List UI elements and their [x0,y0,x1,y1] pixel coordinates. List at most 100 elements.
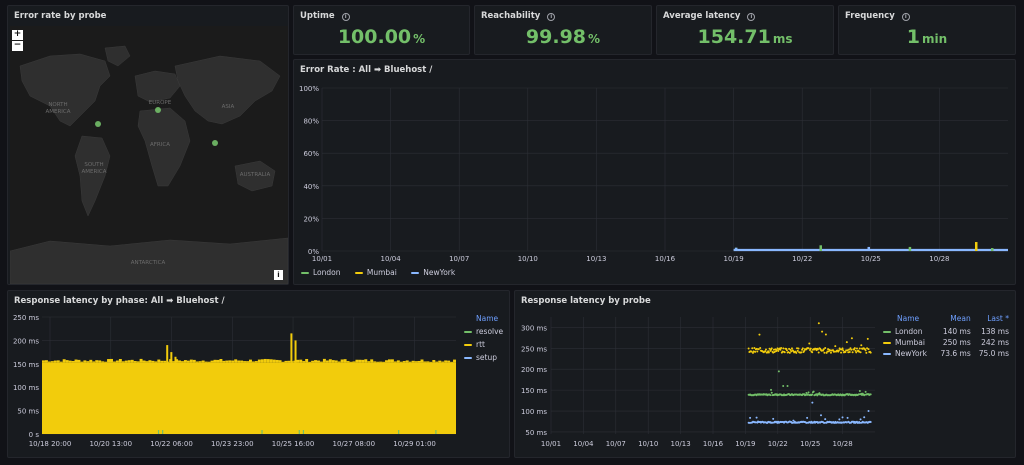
legend-header-name[interactable]: Name [476,314,499,323]
world-map[interactable]: NORTHAMERICAEUROPEASIAAFRICASOUTHAMERICA… [10,26,288,284]
point-mumbai [770,347,773,350]
bar-rtt [53,360,57,363]
point-mumbai [782,347,785,350]
x-tick-label: 10/18 20:00 [29,440,72,448]
point-newyork [791,421,794,424]
x-tick-label: 10/20 13:00 [89,440,132,448]
bar-rtt [112,361,116,363]
bar-london [990,248,994,251]
point-mumbai [844,350,847,353]
bar-rtt [376,361,380,363]
bar-rtt [136,361,140,363]
bar-rtt [364,359,368,363]
point-mumbai [850,337,853,340]
point-newyork [771,421,774,424]
y-tick-label: 80% [303,118,319,126]
bar-rtt [222,360,226,363]
legend-item-london[interactable]: London [301,268,341,277]
legend-col-name[interactable]: Name [897,314,920,323]
point-mumbai [777,349,780,352]
point-london [805,391,808,394]
legend-item-newyork[interactable]: NewYork [411,268,455,277]
point-mumbai [767,351,770,354]
point-mumbai [860,344,863,347]
map-label-antarctica: ANTARCTICA [131,260,166,266]
latency-probe-chart[interactable]: 50 ms 100 ms 150 ms 200 ms 250 ms 300 ms 10/01… [515,309,879,457]
map-label-south-america: SOUTH [84,162,103,168]
map-labels: NORTHAMERICAEUROPEASIAAFRICASOUTHAMERICA… [45,100,270,266]
legend-item-resolve[interactable]: resolve [464,327,510,340]
bar-rtt [408,361,412,363]
bar-rtt [74,359,78,363]
map-label-north-america: NORTH [48,102,67,108]
point-mumbai [839,348,842,351]
point-mumbai [759,346,762,349]
bar-rtt [231,360,235,363]
bar-rtt [198,361,202,363]
x-tick-label: 10/10 [638,440,658,448]
y-tick-label: 200 ms [521,366,547,374]
x-tick-label: 10/04 [381,255,402,262]
x-tick-label: 10/10 [518,255,538,262]
y-tick-label: 50 ms [17,408,39,416]
bar-rtt [145,361,149,363]
legend-row-london[interactable]: London 140 ms 138 ms [881,326,1011,337]
bar-rtt [195,361,199,363]
point-mumbai [858,347,861,350]
point-newyork [867,410,870,413]
point-newyork [869,421,872,424]
bar-rtt [237,360,241,363]
bar-rtt [385,360,388,363]
point-mumbai [821,330,824,333]
point-london [864,390,867,393]
x-tick-label: 10/29 01:00 [393,440,436,448]
legend-item-setup[interactable]: setup [464,353,510,366]
point-mumbai [826,350,829,353]
bar-rtt [207,361,211,363]
legend-item-rtt[interactable]: rtt [464,340,510,353]
point-mumbai [842,349,845,352]
legend-col-mean[interactable]: Mean [950,314,971,323]
x-tick-label: 10/22 [792,255,812,262]
zoom-out-button[interactable]: − [12,40,23,51]
stat-title-uptime: Uptime [300,11,335,21]
bar-resolve [261,430,263,434]
point-mumbai [796,349,799,352]
point-mumbai [864,349,867,352]
legend-row-newyork[interactable]: NewYork 73.6 ms 75.0 ms [881,348,1011,359]
point-mumbai [866,337,869,340]
map-info-button[interactable]: i [274,270,283,280]
zoom-in-button[interactable]: + [12,29,23,40]
info-icon[interactable]: i [747,13,756,21]
point-newyork [846,416,849,419]
point-mumbai [795,351,798,354]
antarctica-shape [10,237,288,284]
bar-rtt [275,359,279,363]
point-london [782,384,785,387]
bar-rtt [178,360,181,363]
point-mumbai [824,333,827,336]
bar-resolve [298,430,300,434]
info-icon[interactable]: i [901,13,910,21]
point-london [769,394,772,397]
info-icon[interactable]: i [341,13,350,21]
latency-phase-chart[interactable]: 0 s 50 ms 100 ms 150 ms 200 ms 250 ms 10/18 20… [8,309,463,457]
bar-rtt [390,359,394,363]
y-tick-label: 200 ms [13,337,39,345]
bar-rtt [101,361,105,363]
legend-item-mumbai[interactable]: Mumbai [354,268,397,277]
bar-rtt [302,361,306,363]
bar-resolve [157,430,160,434]
bar-rtt [175,359,179,363]
point-mumbai [764,348,767,351]
legend-row-mumbai[interactable]: Mumbai 250 ms 242 ms [881,337,1011,348]
map-label-australia: AUSTRALIA [240,172,271,178]
point-newyork [820,414,822,417]
point-mumbai [756,350,759,353]
info-icon[interactable]: i [547,13,556,21]
point-london [770,388,773,391]
error-rate-chart[interactable]: 0% 20% 40% 60% 80% 100% 10/01 10/04 10/07 10/10 10… [294,78,1015,262]
legend-col-last[interactable]: Last * [987,314,1009,323]
bar-rtt [216,359,220,363]
bar-rtt [281,361,285,363]
